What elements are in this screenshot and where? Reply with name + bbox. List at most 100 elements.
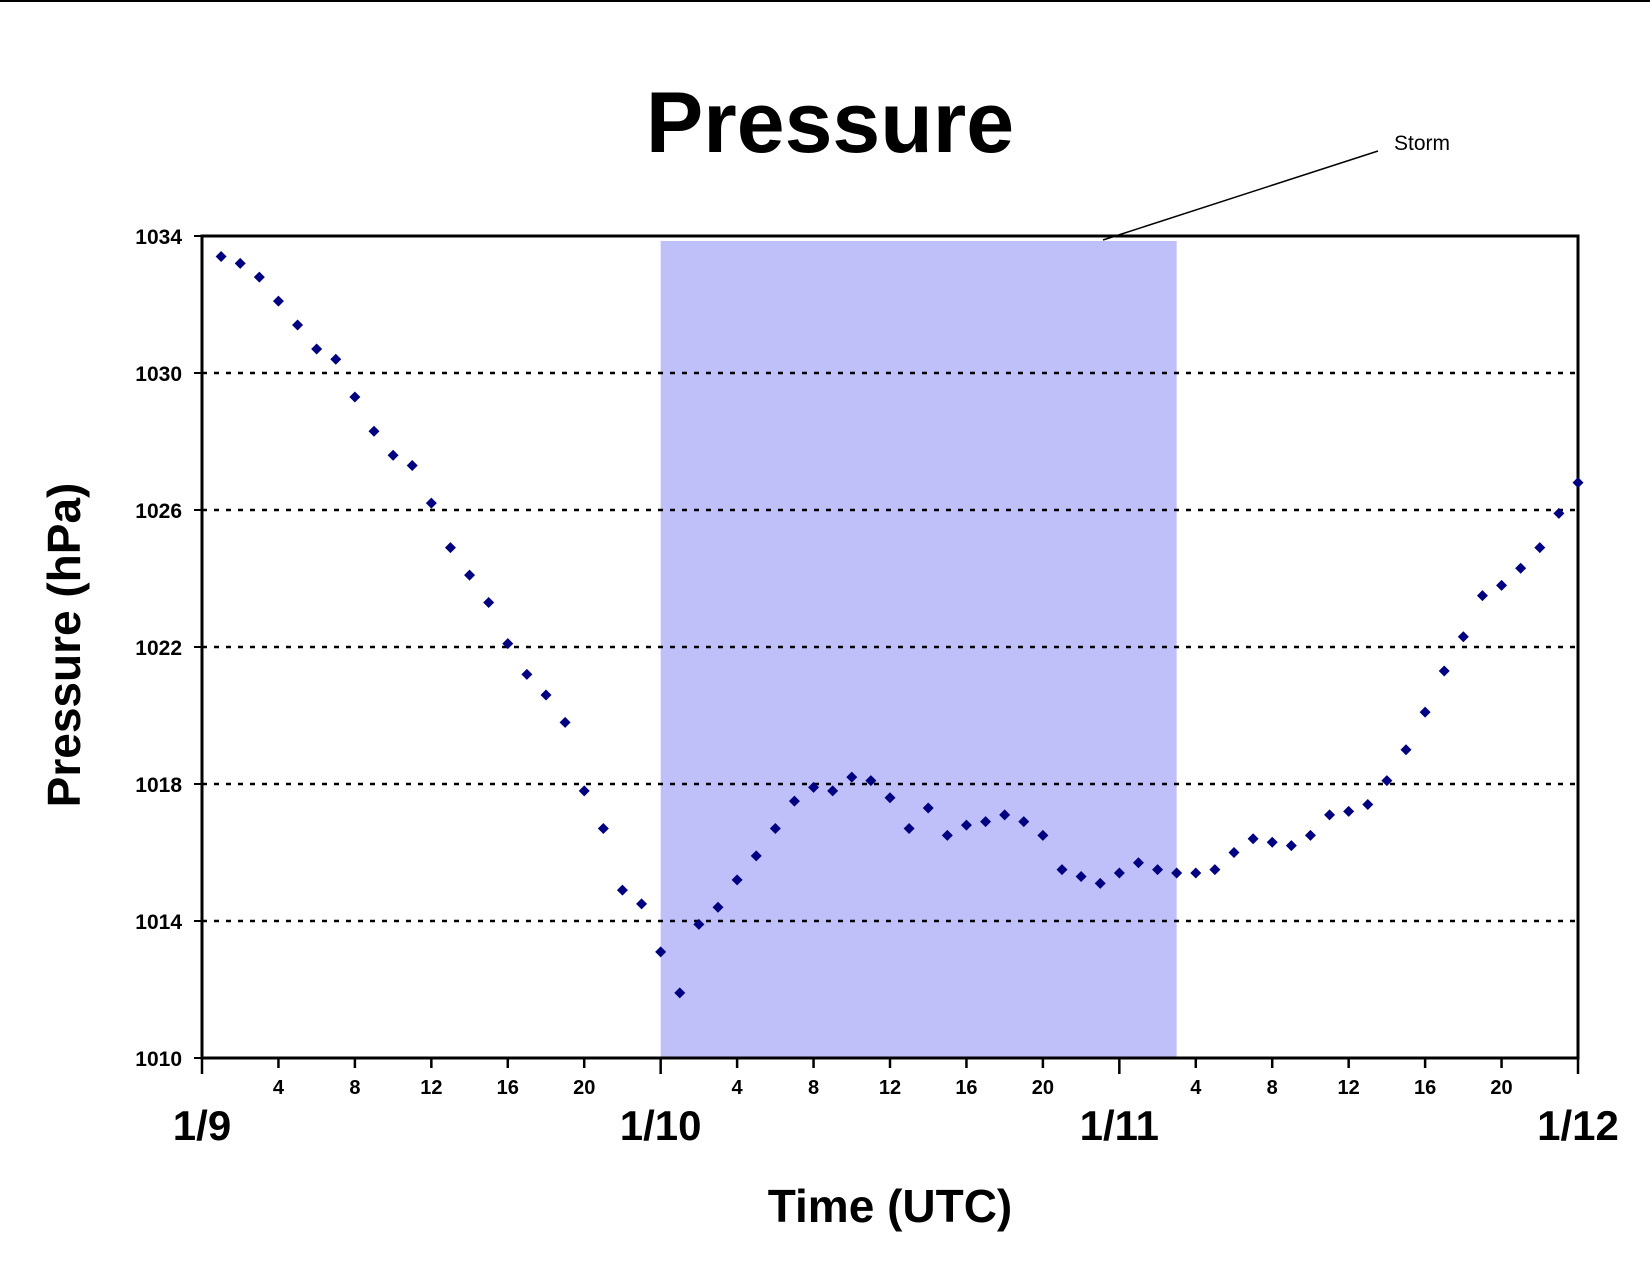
data-point (502, 638, 514, 650)
data-point (788, 795, 800, 807)
data-point (1515, 562, 1527, 574)
data-point (330, 353, 342, 365)
data-point (846, 771, 858, 783)
data-point (1476, 590, 1488, 602)
data-point (1496, 579, 1508, 591)
data-point (1209, 864, 1221, 876)
x-date-label: 1/11 (1080, 1102, 1159, 1149)
gridlines (202, 371, 1578, 923)
data-point (464, 569, 476, 581)
data-point (1438, 665, 1450, 677)
data-point (1171, 867, 1183, 879)
data-point (1285, 840, 1297, 852)
x-tick-label: 16 (955, 1077, 977, 1099)
x-date-label: 1/9 (173, 1102, 231, 1149)
data-points (215, 251, 1584, 999)
x-tick-label: 12 (1338, 1077, 1360, 1099)
y-tick-label: 1018 (135, 774, 182, 797)
data-point (731, 874, 743, 886)
data-point (636, 898, 648, 910)
x-tick-label: 20 (573, 1077, 595, 1099)
data-point (1094, 877, 1106, 889)
data-point (1381, 775, 1393, 787)
data-point (941, 829, 953, 841)
data-point (693, 918, 705, 930)
y-tick-label: 1022 (135, 637, 182, 660)
data-point (444, 542, 456, 554)
data-point (1362, 799, 1374, 811)
x-date-label: 1/12 (1537, 1102, 1619, 1149)
data-point (425, 497, 437, 509)
data-point (1572, 477, 1584, 489)
data-point (521, 668, 533, 680)
data-point (1152, 864, 1164, 876)
data-point (616, 884, 628, 896)
data-point (483, 596, 495, 608)
data-point (406, 459, 418, 471)
data-point (903, 823, 915, 835)
data-point (1400, 744, 1412, 756)
x-axis-title: Time (UTC) (768, 1180, 1013, 1232)
x-tick-label: 8 (1267, 1077, 1278, 1099)
data-point (597, 823, 609, 835)
y-tick-label: 1034 (135, 226, 182, 249)
data-point (750, 850, 762, 862)
data-point (234, 257, 246, 269)
y-tick-label: 1026 (135, 500, 182, 523)
data-point (215, 251, 227, 263)
data-point (980, 816, 992, 828)
x-tick-label: 4 (1190, 1077, 1202, 1099)
data-point (1113, 867, 1125, 879)
x-tick-label: 4 (273, 1077, 285, 1099)
data-point (1190, 867, 1202, 879)
top-border-line (0, 0, 1650, 2)
data-point (1056, 864, 1068, 876)
x-tick-label: 20 (1032, 1077, 1054, 1099)
data-point (674, 987, 686, 999)
data-point (1553, 507, 1565, 519)
data-point (1304, 829, 1316, 841)
data-point (1266, 836, 1278, 848)
data-point (253, 271, 265, 283)
y-tick-label: 1014 (135, 911, 182, 934)
data-point (655, 946, 667, 958)
data-point (1247, 833, 1259, 845)
data-point (578, 785, 590, 797)
x-tick-label: 12 (879, 1077, 901, 1099)
data-point (865, 775, 877, 787)
data-point (999, 809, 1011, 821)
data-point (1132, 857, 1144, 869)
x-tick-label: 16 (497, 1077, 519, 1099)
x-tick-label: 12 (420, 1077, 442, 1099)
data-point (1018, 816, 1030, 828)
data-point (559, 716, 571, 728)
data-point (540, 689, 552, 701)
data-point (1324, 809, 1336, 821)
storm-shaded-region (660, 241, 1177, 1058)
data-point (1075, 870, 1087, 882)
data-point (1534, 542, 1546, 554)
data-point (884, 792, 896, 804)
data-point (311, 343, 323, 355)
data-point (368, 425, 380, 437)
x-tick-label: 4 (732, 1077, 744, 1099)
x-tick-label: 16 (1414, 1077, 1436, 1099)
x-date-label: 1/10 (620, 1102, 702, 1149)
data-point (922, 802, 934, 814)
data-point (1037, 829, 1049, 841)
chart-title: Pressure (646, 75, 1014, 171)
y-axis-title: Pressure (hPa) (38, 483, 90, 808)
y-axis-ticks: 1010 1014 1018 1022 1026 1030 1034 (135, 226, 202, 1071)
y-tick-label: 1030 (135, 363, 182, 386)
data-point (1419, 706, 1431, 718)
data-point (1457, 631, 1469, 643)
data-point (1228, 847, 1240, 858)
data-point (769, 823, 781, 835)
x-tick-label: 20 (1490, 1077, 1512, 1099)
data-point (349, 391, 361, 403)
data-point (712, 901, 724, 913)
data-point (1343, 805, 1355, 817)
storm-annotation-leader (1102, 150, 1379, 241)
x-axis-ticks: 4 8 12 16 20 4 8 12 16 20 4 8 12 16 20 1/9 1/10 1/11 1/12 (173, 1058, 1619, 1149)
